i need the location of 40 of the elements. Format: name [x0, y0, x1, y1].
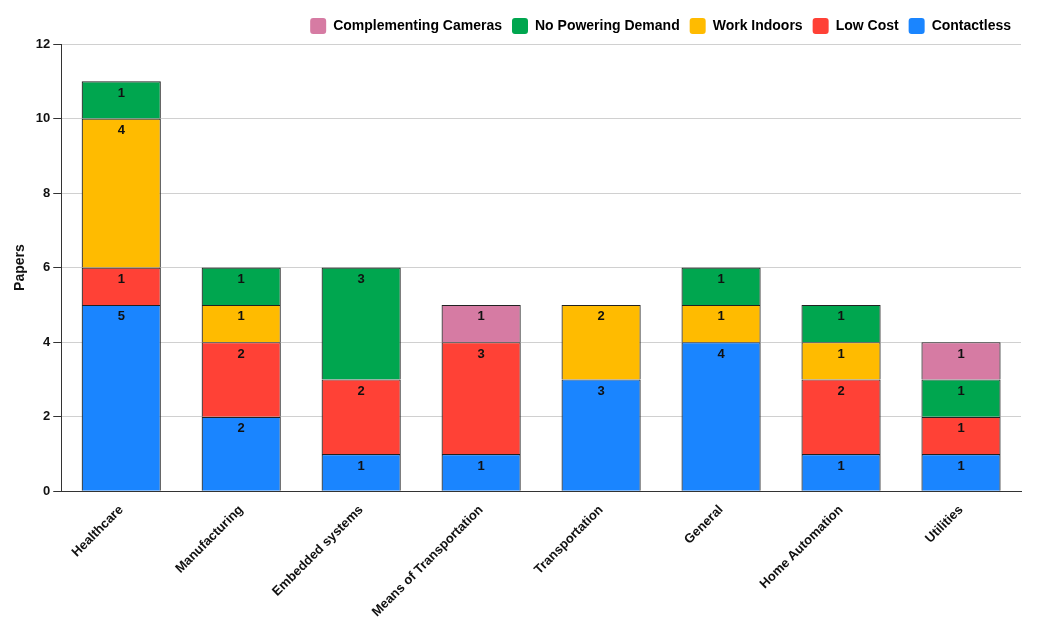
data-label: 4	[717, 345, 726, 361]
data-label: 1	[957, 420, 965, 436]
data-label: 1	[837, 345, 845, 361]
data-label: 1	[717, 271, 725, 287]
legend-label: Contactless	[931, 16, 1012, 33]
data-label: 1	[237, 271, 245, 287]
data-label: 4	[117, 122, 126, 138]
data-label: 1	[837, 308, 845, 324]
data-label: 1	[957, 345, 965, 361]
data-label: 1	[357, 457, 365, 473]
data-label: 2	[597, 308, 605, 324]
legend-label: No Powering Demand	[535, 16, 680, 33]
data-label: 1	[957, 457, 965, 473]
data-label: 5	[117, 308, 125, 324]
data-label: 3	[477, 345, 485, 361]
data-label: 1	[837, 457, 845, 473]
data-label: 3	[357, 271, 365, 287]
data-label: 2	[237, 420, 245, 436]
y-axis-title: Papers	[11, 244, 28, 291]
data-label: 1	[117, 84, 125, 100]
data-label: 2	[237, 345, 245, 361]
data-label: 1	[957, 383, 965, 398]
y-tick-label: 6	[43, 259, 51, 275]
y-tick-label: 8	[43, 184, 51, 200]
y-tick-label: 4	[43, 333, 52, 349]
legend-label: Low Cost	[835, 16, 899, 33]
data-label: 1	[237, 308, 245, 324]
data-label: 2	[837, 383, 845, 398]
data-label: 1	[717, 308, 725, 324]
data-label: 1	[117, 271, 125, 287]
data-label: 1	[477, 457, 485, 473]
y-tick-label: 0	[43, 482, 51, 498]
y-tick-label: 10	[35, 110, 51, 126]
legend-label: Complementing Cameras	[333, 16, 503, 33]
legend-label: Work Indoors	[712, 16, 803, 33]
y-tick-label: 12	[35, 35, 51, 51]
y-tick-label: 2	[43, 408, 51, 424]
data-label: 2	[357, 383, 365, 398]
data-label: 1	[477, 308, 485, 324]
data-label: 3	[597, 383, 605, 398]
